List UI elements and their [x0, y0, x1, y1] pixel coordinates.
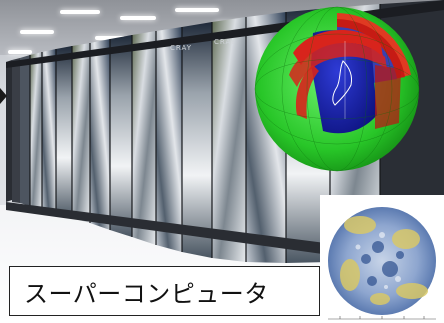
globe-shell-layer [289, 42, 387, 87]
ceiling-light [95, 36, 125, 40]
inset-map-image [320, 195, 444, 323]
cabinet [30, 52, 42, 209]
cabinet [6, 60, 12, 202]
arrow-right-icon [0, 88, 7, 104]
cabinet-brand-logo: CRAY [170, 44, 192, 52]
caption-text: スーパーコンピュータ [24, 279, 269, 308]
cabinet [72, 43, 90, 223]
caption-box: スーパーコンピュータ [9, 266, 320, 316]
cabinet [56, 46, 72, 218]
cabinet [20, 55, 30, 206]
ceiling-light [20, 30, 54, 34]
cabinet [12, 58, 20, 203]
cabinet [182, 22, 212, 258]
ceiling-light [60, 10, 100, 14]
cabinet [110, 35, 132, 237]
ceiling-light [175, 8, 219, 12]
cabinet [42, 49, 56, 213]
cabinet [132, 31, 156, 245]
ceiling-light [8, 50, 32, 54]
cabinet [156, 27, 182, 252]
globe-simulation-image [254, 6, 420, 172]
cabinet-brand-logo: CRAY [214, 38, 236, 46]
cabinet [90, 39, 110, 230]
cabinet [212, 17, 246, 262]
ceiling-light [120, 16, 156, 20]
island-outline [332, 60, 352, 106]
